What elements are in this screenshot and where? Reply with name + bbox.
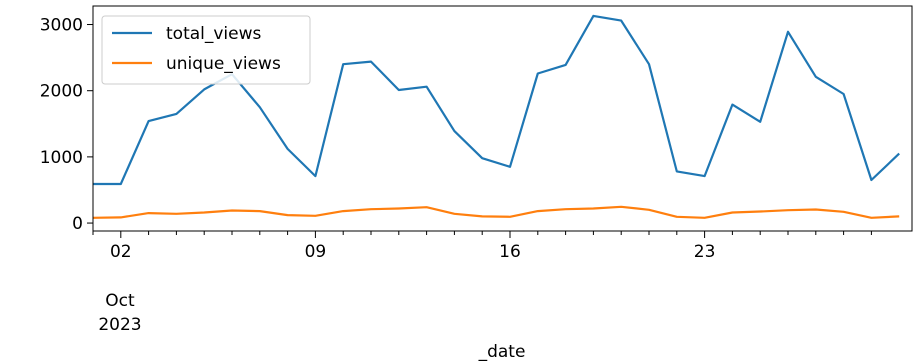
x-axis-label: _date	[478, 342, 526, 362]
y-tick-label: 1000	[40, 148, 83, 168]
legend-box	[101, 15, 311, 85]
x-secondary-label-month: Oct	[105, 291, 135, 311]
x-axis: 02 09 16 23	[92, 231, 872, 262]
y-tick-label: 2000	[40, 82, 83, 102]
x-tick-label: 02	[110, 242, 132, 262]
y-axis: 0 1000 2000 3000	[40, 16, 93, 234]
y-tick-label: 3000	[40, 16, 83, 36]
y-tick-label: 0	[72, 214, 83, 234]
legend: total_views unique_views	[101, 15, 311, 85]
x-secondary-label-year: 2023	[98, 315, 141, 335]
x-tick-label: 09	[305, 242, 327, 262]
x-tick-label: 23	[694, 242, 716, 262]
plot-frame	[92, 5, 913, 232]
legend-label-unique_views: unique_views	[166, 54, 281, 74]
legend-label-total_views: total_views	[166, 24, 262, 44]
x-tick-label: 16	[499, 242, 521, 262]
series-line-unique_views	[93, 205, 900, 219]
